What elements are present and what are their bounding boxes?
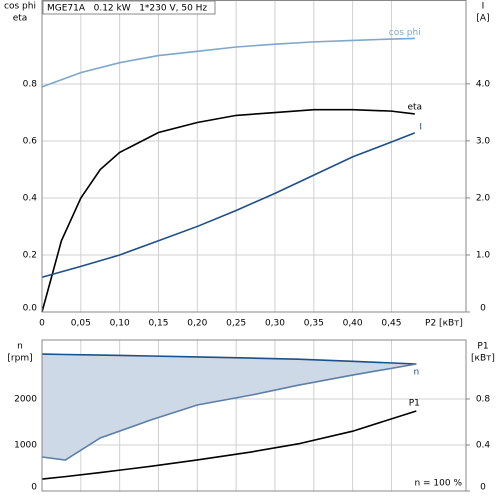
y-tick-label: 0.0 — [23, 304, 38, 314]
y-tick-label: 0.2 — [23, 251, 37, 261]
y2-axis-title: [кВт] — [471, 354, 495, 364]
header: MGE71A 0.12 kW 1*230 V, 50 Hz — [47, 4, 207, 14]
series-line — [41, 132, 416, 278]
y-tick-label: 0.6 — [23, 137, 38, 147]
y2-tick-label: 2.0 — [476, 193, 491, 203]
x-tick-label: 0,25 — [226, 319, 246, 329]
y2-tick-label: 0.8 — [476, 394, 491, 404]
series-line — [41, 410, 417, 480]
x-tick-label: 0,35 — [304, 319, 324, 329]
plots: 0 0,05 0,10 0,15 0,20 0,25 0,30 0,35 0,40 0,45 P2 … — [4, 0, 495, 493]
y-tick-label: 0 — [31, 483, 37, 493]
y-tick-label: 2000 — [14, 395, 37, 405]
y2-tick-label: 0.4 — [476, 440, 491, 450]
band-area — [42, 354, 417, 460]
x-tick-label: 0,40 — [343, 319, 363, 329]
y2-axis-title: P1 — [477, 342, 488, 352]
y-axis-title: cos phi — [4, 2, 36, 12]
series-label: n — [413, 368, 419, 378]
y-tick-label: 0.8 — [23, 80, 38, 90]
plot-frame — [41, 339, 467, 492]
x-tick-label: 0,05 — [71, 319, 91, 329]
x-tick-label: 0,15 — [148, 319, 168, 329]
series-line — [41, 353, 417, 365]
y-axis-title: n — [17, 342, 23, 352]
y-tick-label: 1000 — [14, 441, 37, 451]
series-label: cos phi — [389, 28, 421, 38]
y2-tick-label: 0 — [480, 304, 486, 314]
y-axis-title: [rpm] — [7, 354, 32, 364]
x-tick-label: 0,10 — [110, 319, 130, 329]
x-axis-title: P2 [кВт] — [425, 319, 463, 329]
y2-tick-label: 0 — [480, 483, 486, 493]
y2-axis-title: I — [482, 2, 485, 12]
y-axis-title: eta — [13, 14, 28, 24]
y2-axis-title: [A] — [476, 14, 489, 24]
annotation: n = 100 % — [414, 479, 462, 489]
x-tick-label: 0,20 — [187, 319, 207, 329]
header-box — [42, 0, 216, 15]
series-line — [41, 37, 415, 88]
series-label: P1 — [409, 398, 420, 408]
plot-frame — [41, 0, 467, 313]
y2-tick-label: 4.0 — [476, 79, 491, 89]
y2-tick-label: 3.0 — [476, 136, 491, 146]
series-line — [41, 363, 417, 461]
y-tick-label: 0.4 — [23, 194, 38, 204]
y2-tick-label: 1.0 — [476, 250, 491, 260]
series-label: I — [419, 122, 422, 132]
x-tick-label: 0 — [39, 319, 45, 329]
x-tick-label: 0,45 — [381, 319, 401, 329]
x-tick-label: 0,30 — [265, 319, 285, 329]
series-label: eta — [407, 102, 422, 112]
series-line — [41, 108, 415, 313]
